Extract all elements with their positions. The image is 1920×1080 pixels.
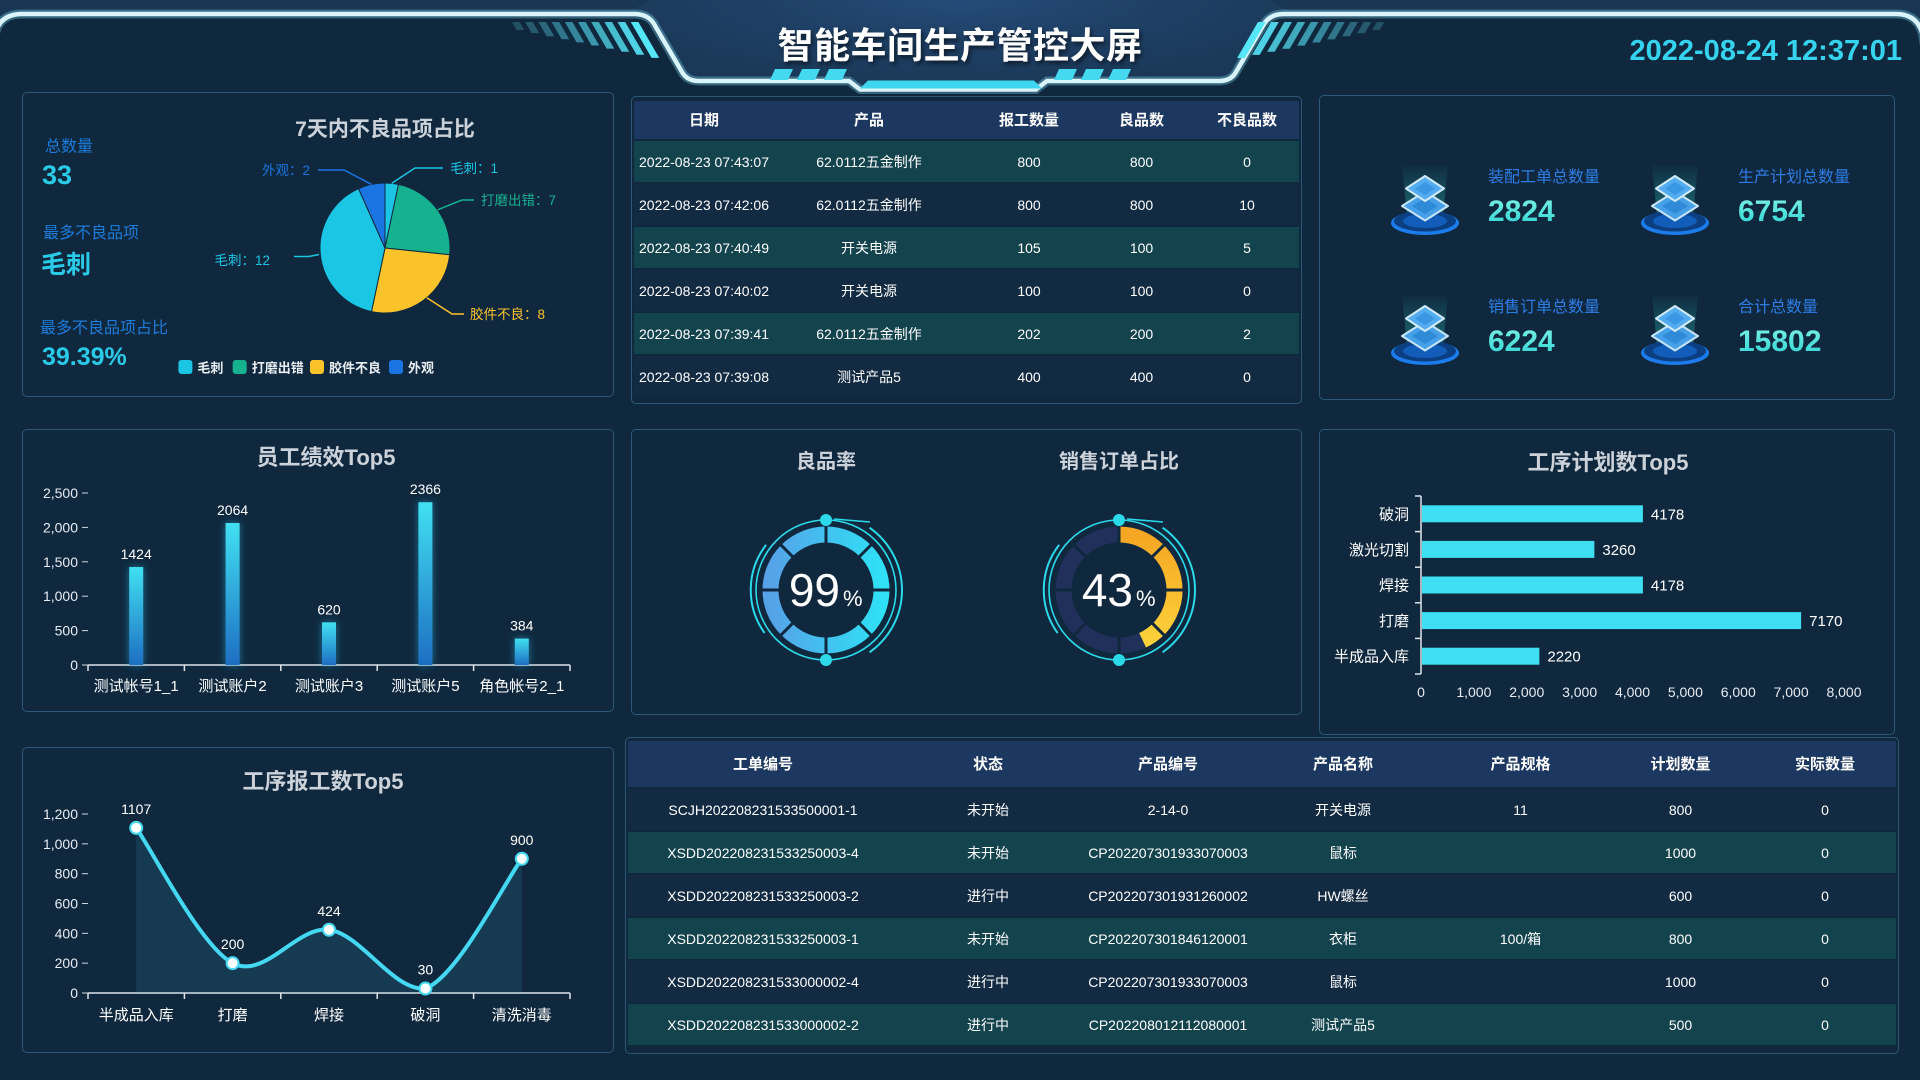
- svg-text:合计总数量: 合计总数量: [1738, 298, 1818, 316]
- svg-text:33: 33: [42, 160, 72, 190]
- svg-text:0: 0: [1417, 684, 1425, 700]
- svg-text:424: 424: [317, 903, 341, 919]
- svg-text:半成品入库: 半成品入库: [1334, 649, 1409, 666]
- svg-text:焊接: 焊接: [314, 1007, 344, 1024]
- svg-text:打磨出错: 打磨出错: [252, 361, 304, 376]
- svg-text:2064: 2064: [217, 502, 248, 518]
- svg-text:焊接: 焊接: [1379, 578, 1409, 595]
- svg-text:1,000: 1,000: [43, 588, 78, 604]
- svg-text:30: 30: [418, 962, 434, 978]
- svg-text:外观: 外观: [408, 361, 434, 376]
- svg-text:500: 500: [55, 623, 79, 639]
- svg-text:1,000: 1,000: [1456, 684, 1491, 700]
- svg-text:6224: 6224: [1488, 325, 1555, 358]
- svg-text:2366: 2366: [410, 481, 441, 497]
- svg-text:外观：2: 外观：2: [262, 163, 310, 178]
- svg-text:4,000: 4,000: [1615, 684, 1650, 700]
- svg-text:%: %: [1136, 586, 1156, 611]
- svg-text:2,000: 2,000: [43, 519, 78, 535]
- svg-text:打磨: 打磨: [1379, 613, 1409, 630]
- svg-text:0: 0: [70, 985, 78, 1001]
- svg-text:总数量: 总数量: [45, 138, 93, 156]
- svg-text:200: 200: [221, 936, 245, 952]
- svg-text:毛刺: 毛刺: [197, 361, 223, 376]
- svg-text:工序计划数Top5: 工序计划数Top5: [1528, 450, 1689, 475]
- svg-text:1424: 1424: [121, 546, 152, 562]
- svg-text:0: 0: [70, 657, 78, 673]
- svg-text:胶件不良：8: 胶件不良：8: [470, 306, 545, 322]
- svg-text:测试帐号1_1: 测试帐号1_1: [94, 678, 179, 695]
- svg-text:1,000: 1,000: [43, 836, 78, 852]
- svg-text:7,000: 7,000: [1774, 684, 1809, 700]
- svg-text:测试账户5: 测试账户5: [391, 678, 459, 695]
- svg-text:生产计划总数量: 生产计划总数量: [1738, 168, 1850, 186]
- svg-text:3,000: 3,000: [1562, 684, 1597, 700]
- svg-text:8,000: 8,000: [1826, 684, 1861, 700]
- svg-text:最多不良品项占比: 最多不良品项占比: [40, 319, 168, 337]
- svg-text:2022-08-24 12:37:01: 2022-08-24 12:37:01: [1630, 35, 1902, 67]
- svg-text:1,500: 1,500: [43, 554, 78, 570]
- svg-text:毛刺: 毛刺: [41, 251, 91, 279]
- svg-text:打磨出错：7: 打磨出错：7: [481, 192, 556, 208]
- svg-text:6754: 6754: [1738, 195, 1805, 228]
- svg-text:毛刺：1: 毛刺：1: [450, 161, 498, 176]
- svg-text:清洗消毒: 清洗消毒: [492, 1007, 552, 1024]
- svg-text:400: 400: [55, 925, 79, 941]
- svg-text:打磨: 打磨: [218, 1007, 248, 1024]
- svg-text:384: 384: [510, 618, 534, 634]
- svg-text:200: 200: [55, 955, 79, 971]
- svg-text:3260: 3260: [1602, 542, 1635, 559]
- svg-text:39.39%: 39.39%: [42, 343, 127, 371]
- svg-text:激光切割: 激光切割: [1349, 542, 1409, 559]
- svg-text:销售订单占比: 销售订单占比: [1059, 450, 1179, 473]
- svg-text:7170: 7170: [1809, 613, 1842, 630]
- svg-text:2,500: 2,500: [43, 485, 78, 501]
- svg-text:2,000: 2,000: [1509, 684, 1544, 700]
- svg-text:破洞: 破洞: [1379, 506, 1409, 523]
- svg-text:员工绩效Top5: 员工绩效Top5: [257, 445, 396, 470]
- svg-text:600: 600: [55, 896, 79, 912]
- svg-text:半成品入库: 半成品入库: [99, 1007, 174, 1024]
- svg-text:测试账户2: 测试账户2: [198, 678, 266, 695]
- svg-text:99: 99: [789, 564, 840, 616]
- svg-text:角色帐号2_1: 角色帐号2_1: [479, 678, 564, 695]
- svg-text:5,000: 5,000: [1668, 684, 1703, 700]
- svg-text:2824: 2824: [1488, 195, 1555, 228]
- svg-text:1107: 1107: [121, 801, 151, 817]
- svg-text:2220: 2220: [1547, 649, 1580, 666]
- svg-text:工序报工数Top5: 工序报工数Top5: [243, 769, 404, 794]
- svg-text:1,200: 1,200: [43, 806, 78, 822]
- svg-text:智能车间生产管控大屏: 智能车间生产管控大屏: [777, 25, 1142, 66]
- svg-text:620: 620: [317, 601, 341, 617]
- svg-text:良品率: 良品率: [796, 449, 856, 473]
- svg-text:15802: 15802: [1738, 325, 1821, 358]
- svg-text:胶件不良: 胶件不良: [329, 361, 381, 376]
- svg-text:装配工单总数量: 装配工单总数量: [1488, 168, 1600, 186]
- svg-text:7天内不良品项占比: 7天内不良品项占比: [295, 117, 475, 141]
- svg-text:4178: 4178: [1651, 506, 1684, 523]
- svg-text:%: %: [843, 586, 863, 611]
- svg-text:测试账户3: 测试账户3: [295, 678, 363, 695]
- svg-text:破洞: 破洞: [410, 1007, 440, 1024]
- svg-text:4178: 4178: [1651, 578, 1684, 595]
- svg-text:销售订单总数量: 销售订单总数量: [1488, 298, 1600, 316]
- svg-text:最多不良品项: 最多不良品项: [43, 224, 139, 242]
- svg-text:毛刺：12: 毛刺：12: [214, 253, 270, 268]
- svg-text:6,000: 6,000: [1721, 684, 1756, 700]
- svg-text:900: 900: [510, 832, 534, 848]
- svg-text:43: 43: [1082, 564, 1133, 616]
- svg-text:800: 800: [55, 866, 79, 882]
